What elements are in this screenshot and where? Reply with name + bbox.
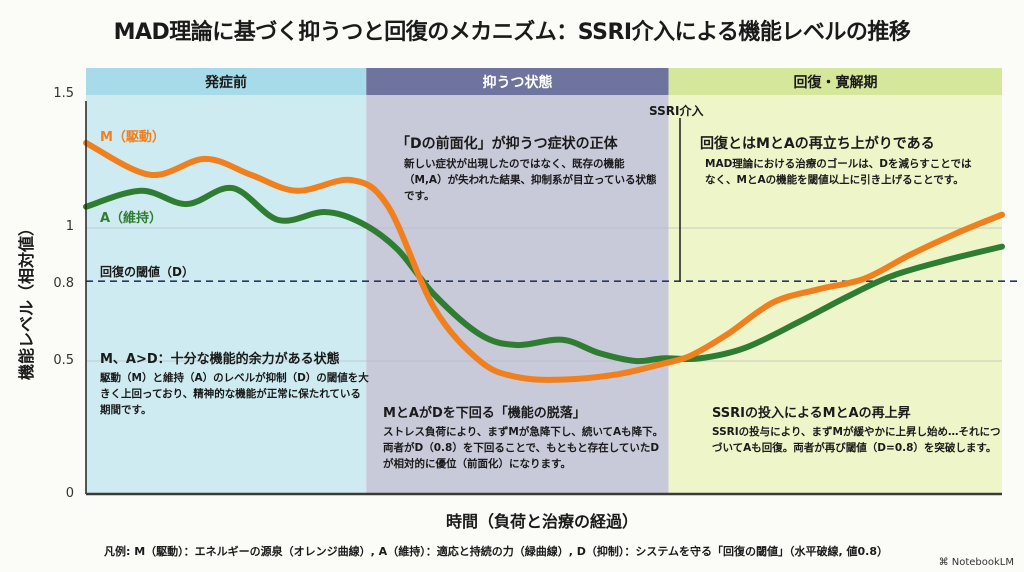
annotation-depression-top-heading: 「Dの前面化」が抑うつ症状の正体	[396, 136, 618, 152]
notebooklm-logo-icon: ⌘	[938, 557, 952, 568]
annotation-depression-bottom: MとAがDを下回る「機能の脱落」 ストレス負荷により、まずMが急降下し、続いてA…	[383, 402, 668, 472]
phase-header-band-2	[668, 68, 1002, 95]
x-axis-label: 時間（負荷と治療の経過）	[445, 512, 638, 531]
annotation-depression-top: 「Dの前面化」が抑うつ症状の正体 新しい症状が出現したのではなく、既存の機能（M…	[396, 133, 661, 204]
annotation-depression-top-body: 新しい症状が出現したのではなく、既存の機能（M,A）が失われた結果、抑制系が目立…	[404, 158, 657, 202]
threshold-label: 回復の閾値（D）	[100, 265, 194, 279]
annotation-pre-heading: M、A>D：十分な機能的余力がある状態	[100, 352, 340, 367]
phase-header-depression: 抑うつ状態	[482, 74, 553, 91]
annotation-recovery-bottom: SSRIの投入によるMとAの再上昇 SSRIの投与により、まずMが緩やかに上昇し…	[712, 402, 1002, 456]
brand-watermark: ⌘ NotebookLM	[939, 557, 1014, 568]
phase-header-recovery: 回復・寛解期	[793, 74, 878, 91]
annotation-recovery-top: 回復とはMとAの再立ち上がりである MAD理論における治療のゴールは、Dを減らす…	[700, 133, 990, 188]
ytick-0: 0	[65, 486, 74, 501]
y-axis-label-wrap: 機能レベル（相対値）	[10, 200, 40, 400]
annotation-depression-bottom-body: ストレス負荷により、まずMが急降下し、続いてAも降下。両者がD（0.8）を下回る…	[383, 426, 664, 470]
legend-label-m: M（駆動）	[100, 130, 165, 145]
ytick-0.8: 0.8	[53, 276, 74, 291]
ytick-1.5: 1.5	[53, 86, 74, 101]
phase-band-1	[366, 95, 669, 494]
ssri-intervention-label: SSRI介入	[649, 104, 704, 118]
annotation-recovery-top-body: MAD理論における治療のゴールは、Dを減らすことではなく、MとAの機能を閾値以上…	[705, 158, 972, 186]
brand-name: NotebookLM	[951, 557, 1014, 568]
legend-label-a: A（維持）	[100, 211, 163, 226]
annotation-recovery-top-heading: 回復とはMとAの再立ち上がりである	[700, 136, 935, 152]
ytick-1: 1	[65, 219, 74, 234]
chart-title: MAD理論に基づく抑うつと回復のメカニズム：SSRI介入による機能レベルの推移	[113, 20, 911, 45]
annotation-depression-bottom-heading: MとAがDを下回る「機能の脱落」	[383, 406, 586, 421]
phase-header-pre: 発症前	[205, 74, 247, 91]
ytick-0.5: 0.5	[53, 353, 74, 368]
phase-header-band-1	[366, 68, 669, 95]
annotation-recovery-bottom-body: SSRIの投与により、まずMが緩やかに上昇し始め…それにつづいてAも回復。両者が…	[712, 426, 1001, 454]
phase-band-2	[668, 95, 1002, 494]
phase-header-band-0	[86, 68, 367, 95]
annotation-pre: M、A>D：十分な機能的余力がある状態 駆動（M）と維持（A）のレベルが抑制（D…	[100, 348, 370, 418]
annotation-recovery-bottom-heading: SSRIの投入によるMとAの再上昇	[712, 406, 911, 421]
y-axis-label: 機能レベル（相対値）	[17, 219, 36, 381]
legend-description: 凡例: M（駆動）：エネルギーの源泉（オレンジ曲線）, A（維持）：適応と持続の…	[104, 545, 888, 558]
phase-band-0	[86, 95, 367, 494]
series-line-a	[83, 185, 1005, 365]
annotation-pre-body: 駆動（M）と維持（A）のレベルが抑制（D）の閾値を大きく上回っており、精神的な機…	[100, 372, 369, 416]
series-line-m	[83, 139, 1005, 383]
